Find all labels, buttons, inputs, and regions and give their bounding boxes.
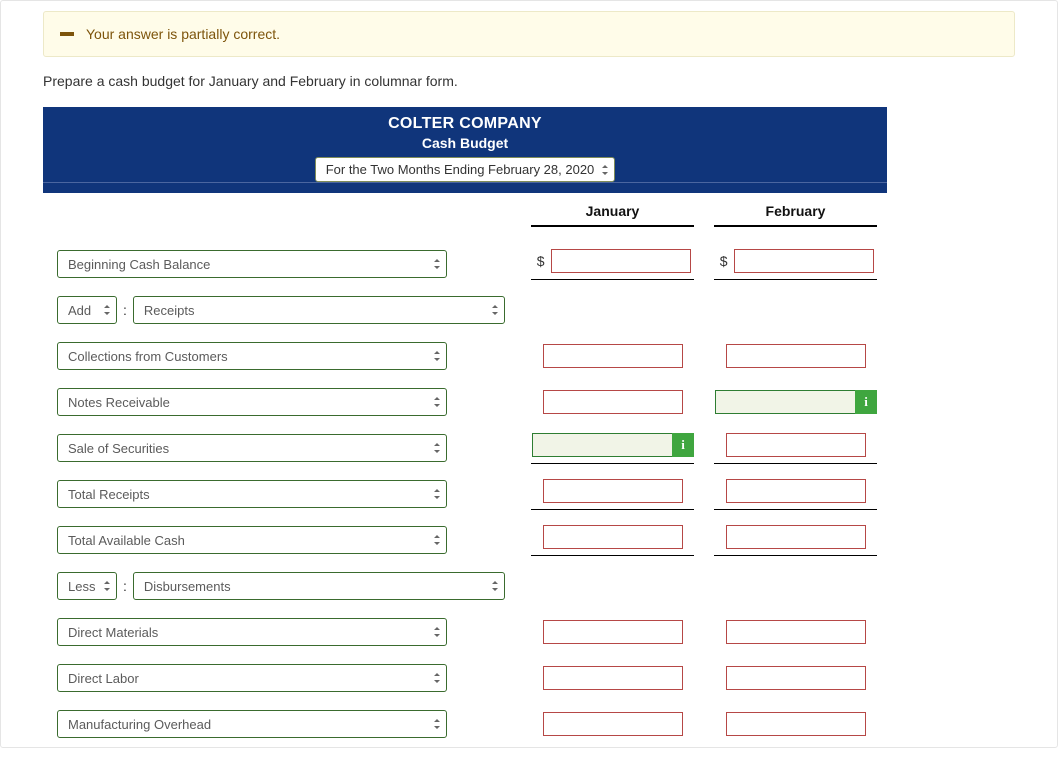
- select-dm[interactable]: Direct Materials: [57, 618, 447, 646]
- partial-correct-alert: Your answer is partially correct.: [43, 11, 1015, 57]
- stepper-icon: [432, 395, 442, 409]
- input-dm-feb[interactable]: [726, 620, 866, 644]
- question-panel: Your answer is partially correct. Prepar…: [0, 0, 1058, 748]
- input-beginning-feb[interactable]: [734, 249, 874, 273]
- select-dm-label: Direct Materials: [68, 625, 158, 640]
- stepper-icon: [600, 163, 610, 177]
- select-receipts[interactable]: Receipts: [133, 296, 505, 324]
- select-beginning[interactable]: Beginning Cash Balance: [57, 250, 447, 278]
- stepper-icon: [432, 717, 442, 731]
- row-add-receipts: Add : Receipts: [43, 287, 887, 333]
- select-total-receipts-label: Total Receipts: [68, 487, 150, 502]
- period-select[interactable]: For the Two Months Ending February 28, 2…: [315, 157, 616, 182]
- select-less[interactable]: Less: [57, 572, 117, 600]
- colon: :: [123, 302, 127, 318]
- select-add-label: Add: [68, 303, 91, 318]
- currency-symbol: $: [535, 253, 545, 269]
- company-name: COLTER COMPANY: [43, 115, 887, 133]
- select-add[interactable]: Add: [57, 296, 117, 324]
- select-collections-label: Collections from Customers: [68, 349, 228, 364]
- select-total-avail-label: Total Available Cash: [68, 533, 185, 548]
- input-dl-jan[interactable]: [543, 666, 683, 690]
- row-less-disbursements: Less : Disbursements: [43, 563, 887, 609]
- row-notes: Notes Receivable i: [43, 379, 887, 425]
- select-less-label: Less: [68, 579, 95, 594]
- select-notes[interactable]: Notes Receivable: [57, 388, 447, 416]
- stepper-icon: [432, 487, 442, 501]
- instruction-text: Prepare a cash budget for January and Fe…: [43, 73, 1015, 89]
- currency-symbol: $: [718, 253, 728, 269]
- row-moh: Manufacturing Overhead: [43, 701, 887, 747]
- select-dl[interactable]: Direct Labor: [57, 664, 447, 692]
- budget-title: Cash Budget: [43, 135, 887, 151]
- input-sale-sec-feb[interactable]: [726, 433, 866, 457]
- select-moh-label: Manufacturing Overhead: [68, 717, 211, 732]
- input-sale-sec-jan[interactable]: [532, 433, 694, 457]
- input-dm-jan[interactable]: [543, 620, 683, 644]
- select-disbursements[interactable]: Disbursements: [133, 572, 505, 600]
- stepper-icon: [102, 303, 112, 317]
- row-dl: Direct Labor: [43, 655, 887, 701]
- stepper-icon: [102, 579, 112, 593]
- colon: :: [123, 578, 127, 594]
- budget-header: COLTER COMPANY Cash Budget For the Two M…: [43, 107, 887, 193]
- col-january: January: [531, 203, 694, 227]
- stepper-icon: [432, 257, 442, 271]
- info-icon[interactable]: i: [855, 390, 877, 414]
- select-notes-label: Notes Receivable: [68, 395, 170, 410]
- input-collections-jan[interactable]: [543, 344, 683, 368]
- select-total-receipts[interactable]: Total Receipts: [57, 480, 447, 508]
- input-moh-jan[interactable]: [543, 712, 683, 736]
- input-total-receipts-feb[interactable]: [726, 479, 866, 503]
- stepper-icon: [432, 671, 442, 685]
- input-total-avail-feb[interactable]: [726, 525, 866, 549]
- stepper-icon: [432, 625, 442, 639]
- column-headers: January February: [43, 203, 887, 227]
- input-dl-feb[interactable]: [726, 666, 866, 690]
- row-total-avail: Total Available Cash: [43, 517, 887, 563]
- col-february: February: [714, 203, 877, 227]
- stepper-icon: [432, 441, 442, 455]
- input-collections-feb[interactable]: [726, 344, 866, 368]
- select-disbursements-label: Disbursements: [144, 579, 231, 594]
- budget-table: COLTER COMPANY Cash Budget For the Two M…: [43, 107, 887, 747]
- select-dl-label: Direct Labor: [68, 671, 139, 686]
- info-icon[interactable]: i: [672, 433, 694, 457]
- period-select-label: For the Two Months Ending February 28, 2…: [326, 162, 595, 177]
- input-notes-feb[interactable]: [715, 390, 877, 414]
- select-beginning-label: Beginning Cash Balance: [68, 257, 210, 272]
- select-receipts-label: Receipts: [144, 303, 195, 318]
- stepper-icon: [432, 349, 442, 363]
- stepper-icon: [490, 303, 500, 317]
- stepper-icon: [432, 533, 442, 547]
- select-sale-sec[interactable]: Sale of Securities: [57, 434, 447, 462]
- row-beginning: Beginning Cash Balance $ $: [43, 241, 887, 287]
- select-sale-sec-label: Sale of Securities: [68, 441, 169, 456]
- select-collections[interactable]: Collections from Customers: [57, 342, 447, 370]
- row-sale-securities: Sale of Securities i: [43, 425, 887, 471]
- input-total-receipts-jan[interactable]: [543, 479, 683, 503]
- row-dm: Direct Materials: [43, 609, 887, 655]
- row-total-receipts: Total Receipts: [43, 471, 887, 517]
- alert-message: Your answer is partially correct.: [86, 26, 280, 42]
- input-moh-feb[interactable]: [726, 712, 866, 736]
- select-total-avail[interactable]: Total Available Cash: [57, 526, 447, 554]
- minus-icon: [60, 32, 74, 36]
- input-total-avail-jan[interactable]: [543, 525, 683, 549]
- stepper-icon: [490, 579, 500, 593]
- row-collections: Collections from Customers: [43, 333, 887, 379]
- input-notes-jan[interactable]: [543, 390, 683, 414]
- input-beginning-jan[interactable]: [551, 249, 691, 273]
- select-moh[interactable]: Manufacturing Overhead: [57, 710, 447, 738]
